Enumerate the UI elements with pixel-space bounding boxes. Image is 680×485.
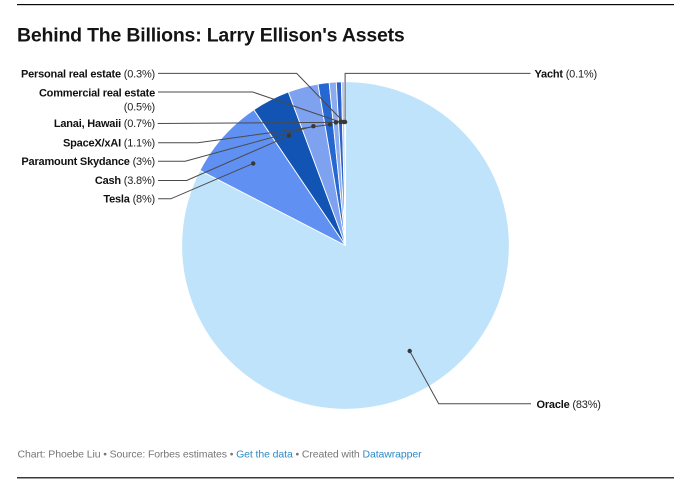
svg-text:Cash (3.8%): Cash (3.8%) bbox=[95, 175, 155, 187]
svg-text:(0.5%): (0.5%) bbox=[124, 101, 155, 113]
svg-text:Paramount Skydance (3%): Paramount Skydance (3%) bbox=[21, 156, 155, 168]
svg-text:Chart: Phoebe Liu • Source: Fo: Chart: Phoebe Liu • Source: Forbes estim… bbox=[18, 449, 423, 461]
svg-text:Yacht (0.1%): Yacht (0.1%) bbox=[535, 69, 597, 81]
svg-text:Behind The Billions: Larry Ell: Behind The Billions: Larry Ellison's Ass… bbox=[17, 25, 405, 47]
svg-text:SpaceX/xAI (1.1%): SpaceX/xAI (1.1%) bbox=[63, 138, 155, 150]
svg-text:Personal real estate (0.3%): Personal real estate (0.3%) bbox=[21, 69, 155, 81]
svg-text:Tesla (8%): Tesla (8%) bbox=[103, 194, 155, 206]
svg-text:Oracle (83%): Oracle (83%) bbox=[537, 399, 601, 411]
svg-text:Commercial real estate: Commercial real estate bbox=[39, 88, 155, 100]
svg-text:Lanai, Hawaii (0.7%): Lanai, Hawaii (0.7%) bbox=[54, 118, 155, 130]
